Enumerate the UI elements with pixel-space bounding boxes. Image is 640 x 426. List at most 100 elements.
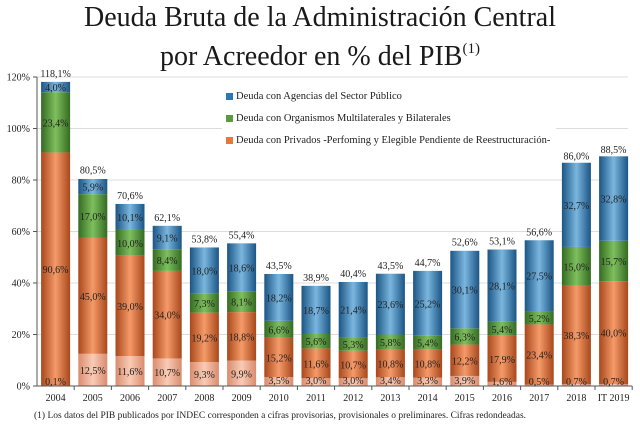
segment-label: 40,0% [601, 329, 627, 340]
total-label: 40,4% [340, 269, 366, 280]
segment-label: 3,9% [454, 376, 475, 387]
bar-segment [450, 328, 480, 345]
labels: 0,1% 90,6% 23,4% 4,0% 118,1% 12,5% 45,0% 17,0% 5… [40, 69, 626, 388]
bar-segment [78, 178, 108, 195]
total-label: 70,6% [117, 191, 143, 202]
segment-label: 18,6% [229, 263, 255, 274]
y-tick-label: 60% [12, 227, 30, 238]
x-tick-label: IT 2019 [598, 393, 630, 404]
bar-segment [524, 384, 554, 386]
bar-segment [487, 249, 517, 322]
segment-label: 25,2% [415, 299, 441, 310]
y-tick-label: 80% [12, 176, 30, 187]
segment-label: 3,5% [268, 376, 289, 387]
segment-label: 12,2% [452, 356, 478, 367]
total-label: 56,6% [526, 227, 552, 238]
segment-label: 10,7% [154, 368, 180, 379]
segment-label: 5,6% [306, 337, 327, 348]
segment-label: 17,0% [80, 212, 106, 223]
bar-segment [487, 335, 517, 382]
x-tick-label: 2014 [418, 393, 438, 404]
x-tick-label: 2009 [232, 393, 252, 404]
x-tick-label: 2008 [194, 393, 214, 404]
legend-swatch-orange [226, 136, 233, 144]
bar-segment [227, 312, 257, 361]
segment-label: 3,0% [343, 376, 364, 387]
bar-segment [413, 335, 443, 350]
total-label: 52,6% [452, 238, 478, 249]
segment-label: 0,1% [45, 377, 66, 388]
segment-label: 8,4% [157, 256, 178, 267]
segment-label: 10,7% [340, 360, 366, 371]
segment-label: 15,0% [563, 262, 589, 273]
bar-segment [524, 240, 554, 312]
bar-segment [413, 270, 443, 336]
y-tick-label: 0% [17, 382, 30, 393]
title-footnote-marker: (1) [462, 41, 480, 57]
bar-segment [78, 194, 108, 238]
segment-label: 5,8% [380, 338, 401, 349]
segment-label: 45,0% [80, 292, 106, 303]
segment-label: 4,0% [45, 83, 66, 94]
segment-label: 0,7% [566, 377, 587, 388]
segment-label: 10,1% [117, 213, 143, 224]
bar-segment [115, 229, 145, 256]
bar-segment [524, 311, 554, 325]
bars [41, 81, 629, 387]
bar-segment [227, 360, 257, 386]
segment-label: 18,2% [266, 293, 292, 304]
legend-item-privados: Deuda con Privados -Perfoming y Elegible… [226, 129, 550, 151]
segment-label: 34,0% [154, 311, 180, 322]
legend: Deuda con Agencias del Sector Público De… [222, 81, 557, 155]
segment-label: 19,2% [191, 333, 217, 344]
bar-segment [115, 356, 145, 386]
x-tick-label: 2004 [46, 393, 66, 404]
segment-label: 5,9% [82, 183, 103, 194]
segment-label: 0,5% [529, 377, 550, 388]
bar-segment [115, 255, 145, 357]
segment-label: 0,7% [603, 377, 624, 388]
bar-segment [301, 333, 331, 349]
segment-label: 15,7% [601, 257, 627, 268]
segment-label: 10,8% [415, 360, 441, 371]
bar-segment [450, 375, 480, 386]
segment-label: 6,3% [454, 332, 475, 343]
x-tick-label: 2017 [529, 393, 549, 404]
axes: 0% 20% 40% 60% 80% 100% 120% 2004 2005 2006 2007 20… [7, 73, 633, 404]
segment-label: 10,8% [377, 359, 403, 370]
segment-label: 10,0% [117, 239, 143, 250]
bar-segment [375, 349, 405, 378]
y-tick-label: 100% [7, 124, 30, 135]
total-label: 80,5% [80, 166, 106, 177]
segment-label: 9,1% [157, 234, 178, 245]
segment-label: 12,5% [80, 366, 106, 377]
segment-label: 5,4% [417, 339, 438, 350]
segment-label: 21,4% [340, 306, 366, 317]
bar-segment [338, 350, 368, 379]
legend-label: Deuda con Organismos Multilaterales y Bi… [236, 112, 451, 124]
total-label: 53,1% [489, 236, 515, 247]
segment-label: 3,4% [380, 376, 401, 387]
segment-label: 9,3% [194, 370, 215, 381]
bar-segment [152, 270, 182, 359]
total-label: 86,0% [563, 152, 589, 163]
segment-label: 3,3% [417, 376, 438, 387]
bar-segment [599, 240, 629, 282]
bar-segment [301, 285, 331, 334]
segment-label: 8,1% [231, 298, 252, 309]
bar-segment [561, 162, 591, 247]
bar-segment [338, 281, 368, 338]
legend-swatch-green [226, 114, 233, 122]
segment-label: 3,0% [306, 376, 327, 387]
total-label: 43,5% [266, 261, 292, 272]
bar-segment [487, 321, 517, 336]
bar-segment [450, 344, 480, 376]
x-tick-label: 2007 [157, 393, 177, 404]
bar-segment [41, 81, 71, 93]
segment-label: 11,6% [303, 359, 328, 370]
bar-segment [78, 237, 108, 354]
title-text-2: por Acreedor en % del PIB [160, 41, 463, 72]
y-tick-label: 20% [12, 330, 30, 341]
segment-label: 39,0% [117, 302, 143, 313]
segment-label: 9,9% [231, 369, 252, 380]
